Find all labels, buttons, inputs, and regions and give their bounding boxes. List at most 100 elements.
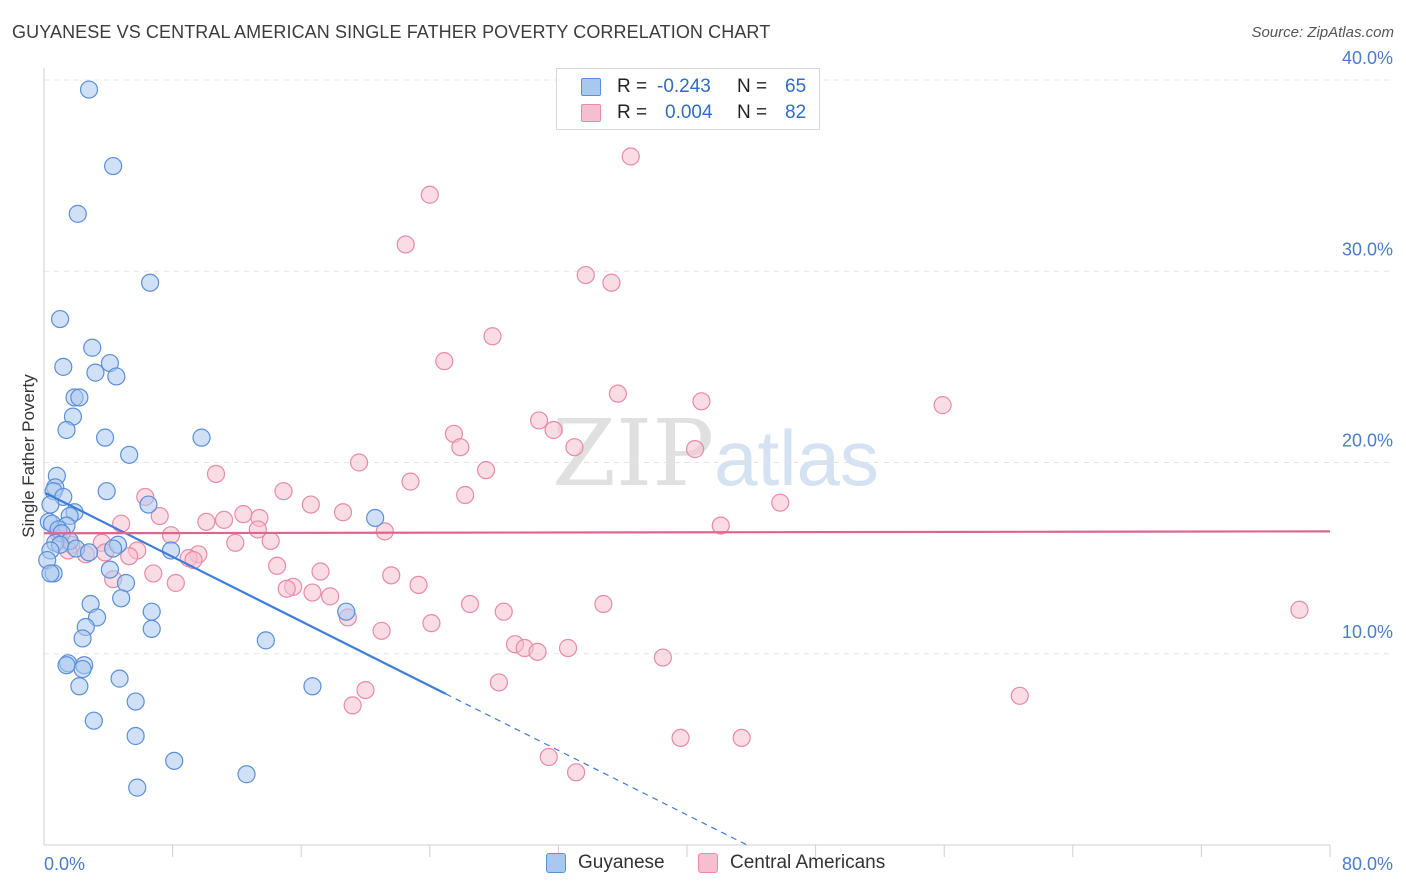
central-americans-point <box>409 575 428 595</box>
central-americans-point <box>311 562 330 581</box>
central-americans-point <box>685 440 705 459</box>
central-americans-point <box>451 438 470 457</box>
central-americans-point <box>375 522 394 541</box>
central-americans-point <box>489 673 509 692</box>
central-americans-point <box>301 495 320 514</box>
central-americans-point <box>565 438 584 457</box>
guyanese-points <box>38 80 385 797</box>
guyanese-point <box>57 420 76 440</box>
series-swatch-pink <box>698 853 718 873</box>
chart-title: GUYANESE VS CENTRAL AMERICAN SINGLE FATH… <box>12 22 771 42</box>
central-americans-point <box>576 265 595 285</box>
central-americans-point <box>321 587 340 606</box>
guyanese-point <box>116 573 136 593</box>
guyanese-point <box>126 692 145 711</box>
guyanese-point <box>79 80 99 99</box>
central-americans-point <box>112 514 131 533</box>
series-swatch-blue <box>546 853 566 873</box>
central-americans-point <box>544 420 563 440</box>
legend-row-guyanese: R = -0.243 N = 65 <box>581 74 806 100</box>
central-americans-point <box>530 411 549 430</box>
y-tick-label: 40.0% <box>1342 48 1393 68</box>
central-americans-point <box>671 728 690 748</box>
guyanese-point <box>107 367 126 386</box>
y-tick-label: 30.0% <box>1342 239 1393 259</box>
gridlines <box>44 79 1390 655</box>
central-americans-point <box>435 352 454 371</box>
x-tick-label-max: 80.0% <box>1342 854 1393 874</box>
x-axis-ticks <box>172 845 1331 857</box>
guyanese-point <box>57 656 76 675</box>
y-axis-tick-labels: 10.0% 20.0% 30.0% 40.0% <box>1342 48 1393 642</box>
correlation-legend: R = -0.243 N = 65 R = 0.004 N = 82 <box>556 68 820 130</box>
central-americans-point <box>349 453 369 472</box>
central-americans-point <box>226 533 245 552</box>
guyanese-point <box>86 363 105 382</box>
guyanese-point <box>41 564 60 583</box>
central-americans-point <box>150 506 169 526</box>
legend-swatch-blue <box>581 78 601 96</box>
central-americans-point <box>422 614 441 633</box>
central-americans-point <box>161 526 181 545</box>
guyanese-point <box>70 388 89 407</box>
central-americans-point <box>933 396 952 415</box>
guyanese-trend-line <box>45 492 447 695</box>
central-americans-point <box>711 516 730 535</box>
watermark-atlas: atlas <box>714 414 879 502</box>
central-americans-point <box>166 573 185 593</box>
central-americans-point <box>420 185 439 204</box>
axes <box>43 68 1330 846</box>
guyanese-point <box>366 508 385 528</box>
guyanese-point <box>139 495 158 514</box>
central-americans-point <box>692 392 711 411</box>
legend-swatch-pink <box>581 104 601 122</box>
guyanese-point <box>110 669 129 688</box>
central-americans-point <box>456 485 475 505</box>
guyanese-point <box>73 629 92 648</box>
central-americans-point <box>356 680 375 700</box>
guyanese-point <box>100 560 120 579</box>
guyanese-point <box>165 751 184 770</box>
central-americans-point <box>343 696 362 715</box>
guyanese-point <box>337 602 356 621</box>
series-legend: Guyanese Central Americans <box>0 850 1406 878</box>
guyanese-point <box>120 445 139 464</box>
central-americans-point <box>483 327 502 346</box>
guyanese-point <box>126 726 145 746</box>
x-tick-label-min: 0.0% <box>44 854 85 874</box>
central-americans-point <box>261 531 280 551</box>
central-americans-point <box>303 583 322 602</box>
central-americans-point <box>274 482 293 501</box>
y-axis-label: Single Father Poverty <box>19 374 38 538</box>
legend-n-value: 82 <box>785 102 807 123</box>
guyanese-point <box>73 659 92 679</box>
central-americans-point <box>771 493 790 512</box>
central-americans-point <box>476 461 496 480</box>
guyanese-point <box>128 778 147 797</box>
central-americans-point <box>558 638 578 658</box>
guyanese-trend-extension <box>445 693 747 846</box>
guyanese-point <box>68 204 87 223</box>
series-legend-label: Guyanese <box>578 852 665 873</box>
guyanese-point <box>303 677 322 696</box>
central-americans-point <box>214 510 234 529</box>
series-legend-label: Central Americans <box>730 852 886 873</box>
central-americans-point <box>732 728 751 748</box>
guyanese-point <box>83 338 102 357</box>
guyanese-point <box>104 539 123 558</box>
central-americans-point <box>401 472 420 491</box>
central-americans-point <box>602 273 621 292</box>
central-americans-point <box>594 594 613 614</box>
central-americans-point <box>528 642 547 661</box>
central-americans-point <box>396 235 415 254</box>
central-americans-point <box>1010 686 1029 705</box>
central-americans-point <box>277 579 296 598</box>
central-americans-point <box>539 747 558 767</box>
guyanese-point <box>104 156 123 176</box>
central-americans-point <box>566 763 586 782</box>
legend-n-label: N = <box>737 76 768 97</box>
central-americans-point <box>608 384 627 403</box>
legend-r-value: 0.004 <box>665 102 713 123</box>
central-americans-point <box>333 503 353 522</box>
guyanese-point <box>112 589 131 608</box>
